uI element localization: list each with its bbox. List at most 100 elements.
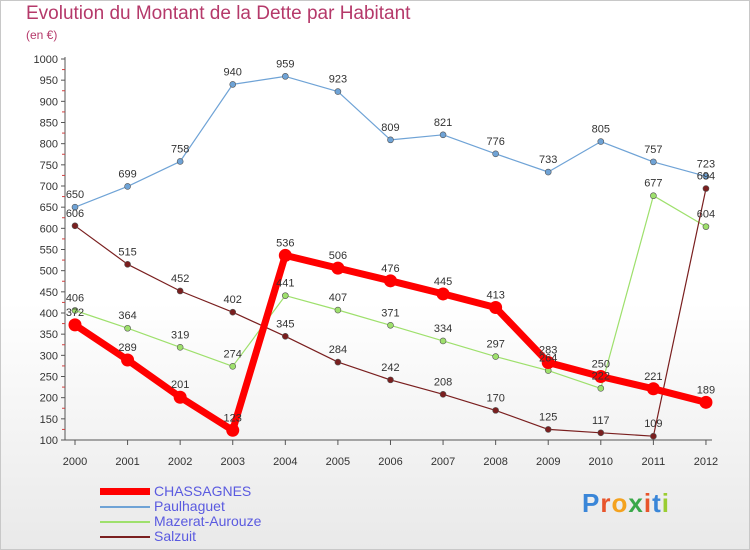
logo-letter: i	[661, 488, 670, 518]
data-point	[334, 358, 342, 366]
data-label: 283	[539, 345, 557, 357]
x-tick-label: 2005	[326, 456, 350, 468]
data-label: 402	[224, 294, 242, 306]
data-label: 805	[592, 124, 610, 136]
logo-letter: x	[628, 488, 644, 518]
data-point	[702, 223, 710, 230]
data-point	[597, 429, 605, 437]
data-label: 757	[644, 144, 662, 156]
legend-swatch	[100, 521, 150, 523]
data-label: 604	[697, 209, 715, 221]
data-point	[334, 306, 342, 314]
y-tick-label: 600	[40, 223, 58, 235]
data-label: 222	[592, 370, 610, 382]
data-point	[176, 343, 184, 351]
data-point	[544, 168, 552, 176]
logo-letter: P	[582, 488, 601, 518]
data-point	[594, 370, 608, 383]
data-point	[124, 261, 131, 268]
x-tick-label: 2011	[642, 456, 666, 468]
y-tick-label: 900	[40, 96, 58, 108]
data-label: 515	[118, 246, 136, 258]
data-label: 758	[171, 143, 189, 155]
data-point	[544, 426, 552, 433]
data-point	[176, 158, 184, 165]
chart-legend: CHASSAGNES Paulhaguet Mazerat-Aurouze Salzu…	[100, 483, 360, 544]
x-tick-label: 2004	[273, 456, 297, 468]
data-point	[229, 363, 237, 370]
data-label: 221	[644, 371, 662, 383]
data-point	[387, 321, 394, 329]
y-tick-label: 1000	[34, 54, 58, 66]
data-point	[383, 274, 397, 288]
y-tick-label: 150	[40, 414, 58, 426]
data-label: 201	[171, 379, 189, 391]
data-point	[68, 318, 82, 332]
data-point	[439, 131, 447, 139]
data-point	[439, 337, 447, 345]
data-point	[124, 324, 131, 332]
data-label: 125	[539, 411, 557, 423]
x-tick-label: 2012	[694, 456, 718, 468]
data-point	[226, 423, 240, 437]
data-point	[699, 395, 713, 409]
y-tick-label: 250	[40, 372, 58, 384]
data-label: 371	[381, 307, 399, 319]
data-label: 677	[644, 178, 662, 190]
data-point	[173, 390, 187, 404]
data-point	[282, 332, 289, 340]
y-tick-label: 750	[40, 160, 58, 172]
data-label: 809	[381, 122, 399, 134]
data-point	[176, 287, 184, 295]
y-tick-label: 450	[40, 287, 58, 299]
x-tick-label: 2007	[431, 456, 455, 468]
data-point	[541, 356, 555, 370]
data-label: 274	[224, 348, 242, 360]
data-label: 117	[592, 415, 610, 427]
data-label: 694	[697, 171, 715, 183]
data-point	[229, 308, 237, 316]
logo-letter: o	[611, 488, 629, 518]
data-label: 650	[66, 189, 84, 201]
x-tick-label: 2002	[168, 456, 192, 468]
y-tick-label: 850	[40, 118, 58, 130]
data-point	[702, 172, 710, 180]
legend-item: CHASSAGNES	[100, 483, 360, 499]
legend-swatch	[100, 506, 150, 508]
series-line-mazerat-aurouze	[74, 195, 707, 389]
x-tick-label: 2006	[378, 456, 402, 468]
data-point	[71, 222, 79, 230]
legend-label: Salzuit	[154, 528, 197, 544]
data-label: 319	[171, 329, 189, 341]
data-label: 536	[276, 237, 294, 249]
legend-item: Mazerat-Aurouze	[100, 513, 360, 529]
data-label: 940	[224, 66, 242, 78]
data-point	[331, 261, 345, 275]
data-label: 208	[434, 376, 452, 388]
data-point	[71, 203, 79, 211]
data-point	[650, 158, 657, 166]
data-point	[334, 88, 342, 95]
data-point	[650, 432, 657, 440]
y-tick-label: 400	[40, 308, 58, 320]
data-point	[387, 376, 394, 384]
data-label: 284	[329, 344, 347, 356]
data-label: 289	[118, 342, 136, 354]
data-label: 776	[486, 136, 504, 148]
data-label: 699	[118, 168, 136, 180]
data-label: 109	[644, 418, 662, 430]
data-point	[436, 287, 450, 301]
data-point	[492, 150, 499, 158]
logo-letter: r	[600, 488, 612, 518]
data-point	[121, 353, 135, 367]
x-tick-label: 2003	[220, 456, 244, 468]
data-label: 297	[486, 339, 504, 351]
data-label: 250	[592, 359, 610, 371]
x-tick-label: 2000	[63, 456, 87, 468]
data-label: 445	[434, 276, 452, 288]
legend-item: Paulhaguet	[100, 498, 360, 514]
data-point	[489, 300, 503, 314]
data-point	[387, 136, 394, 144]
y-tick-label: 650	[40, 202, 58, 214]
